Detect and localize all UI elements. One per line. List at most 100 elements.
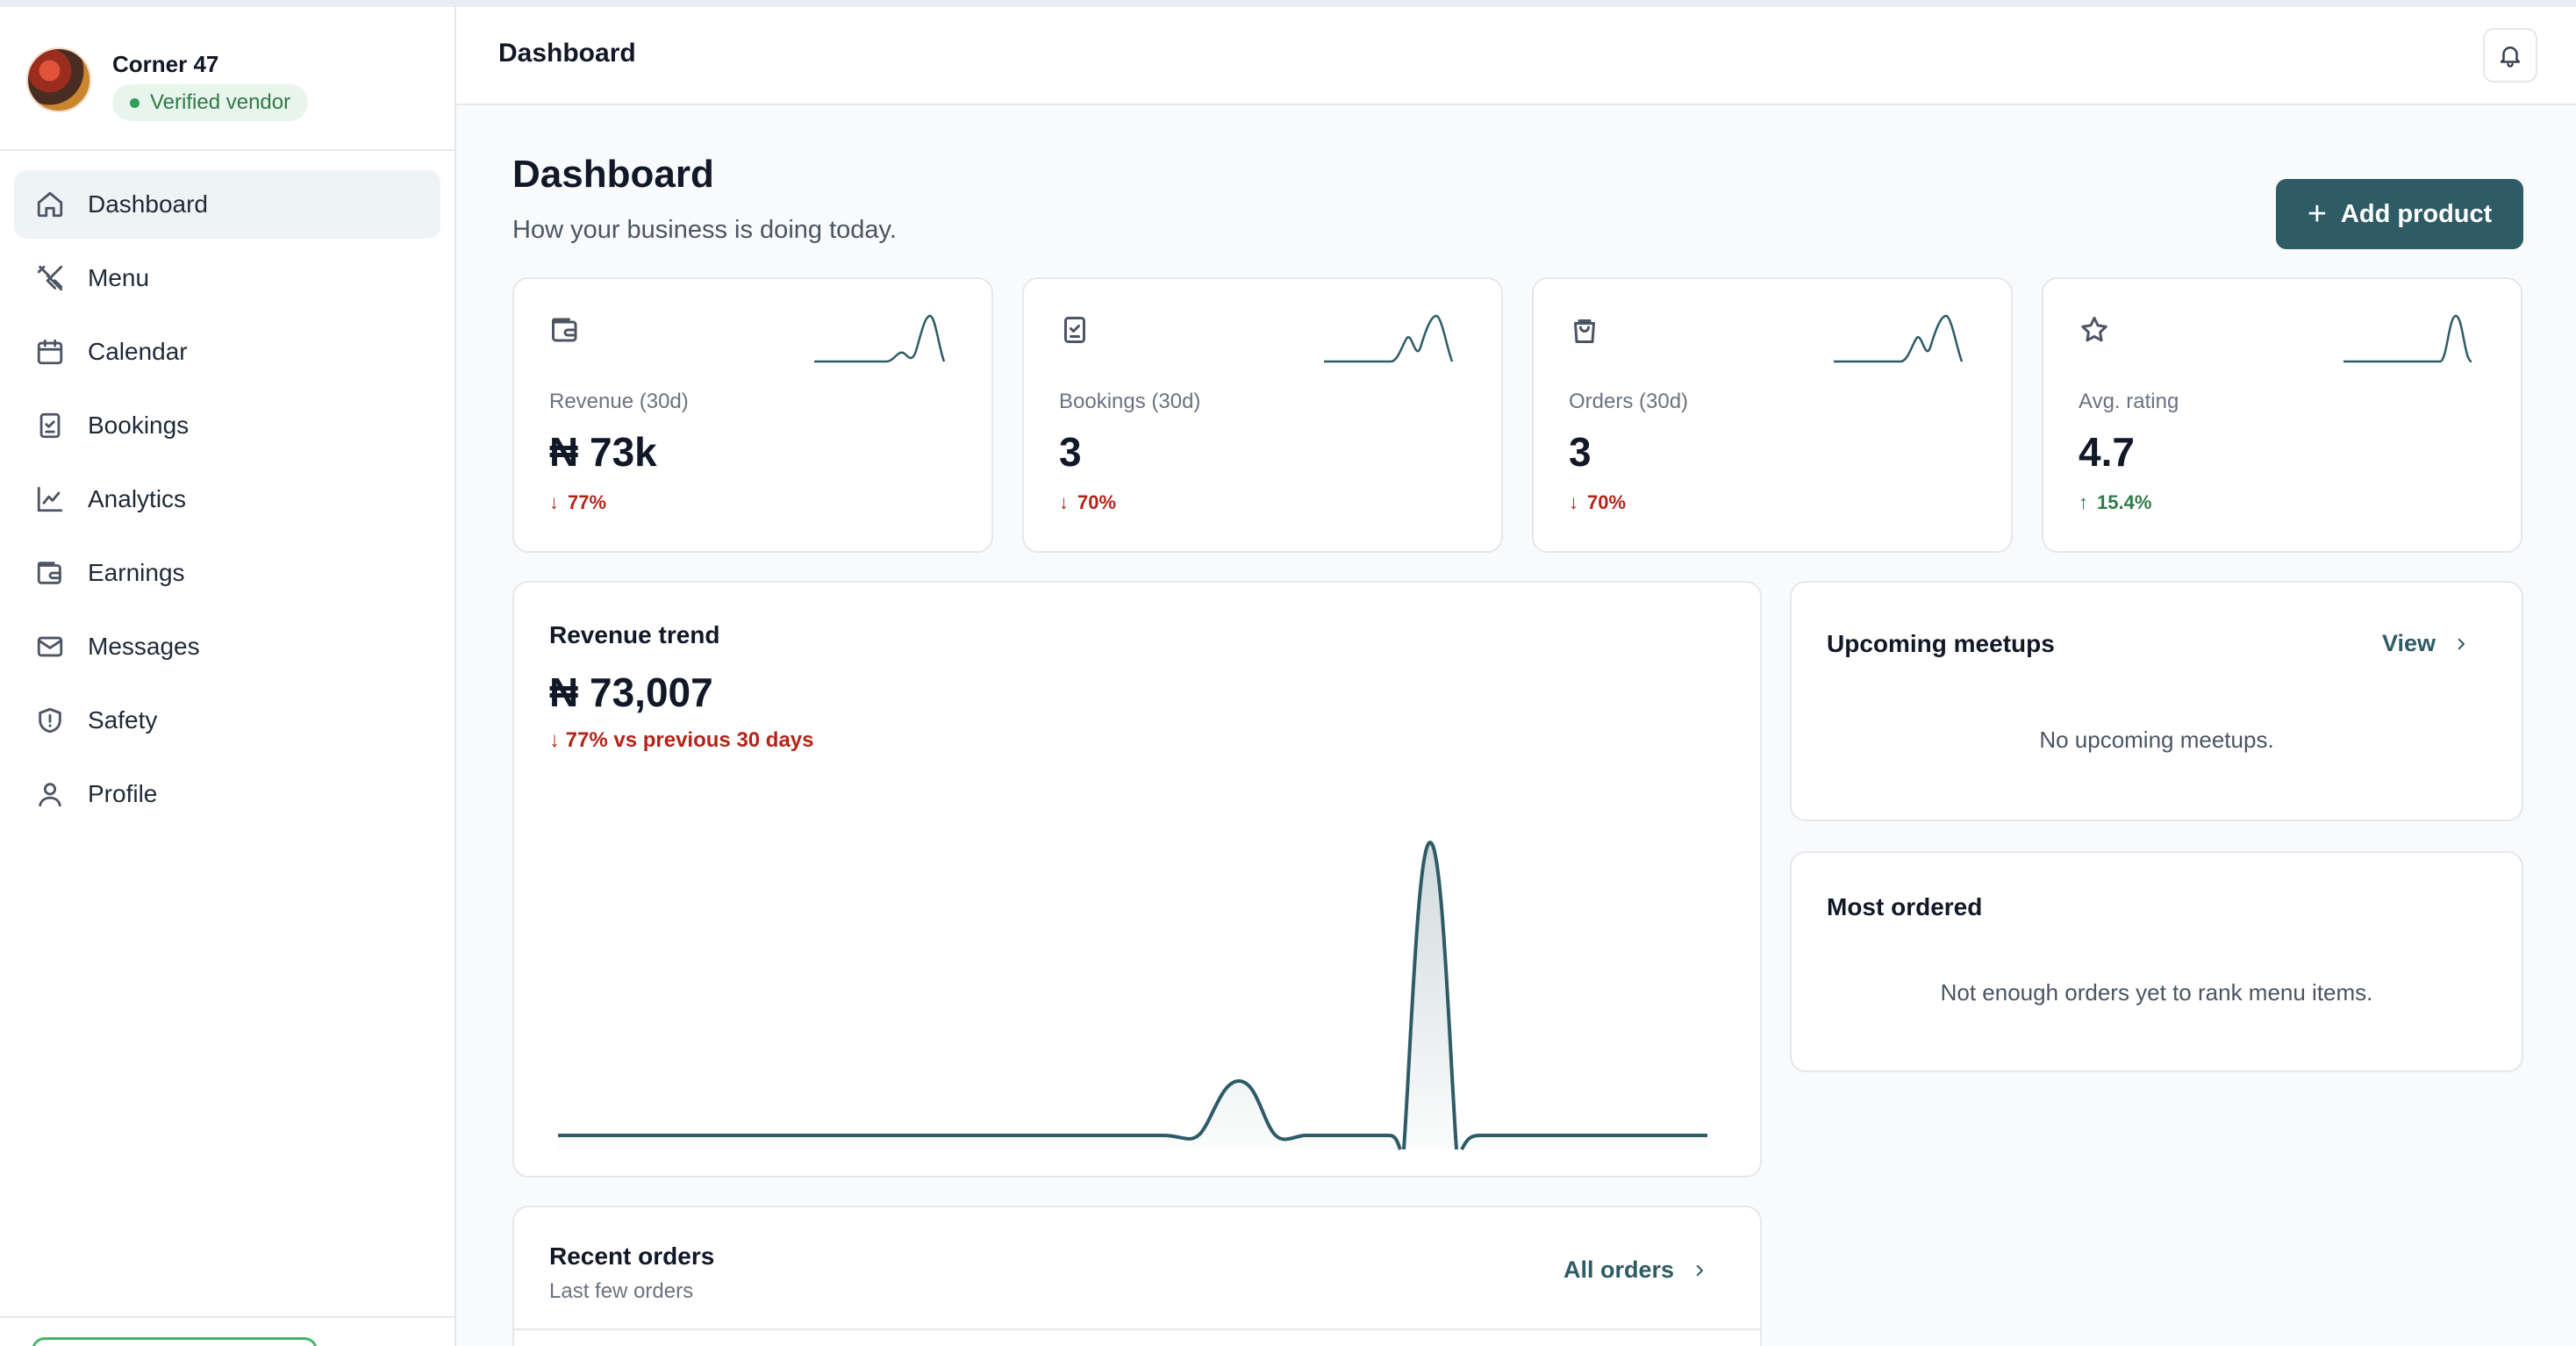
revenue-trend-value: ₦ 73,007: [549, 669, 713, 715]
stat-card-rating: Avg. rating 4.7 ↑ 15.4%: [2042, 277, 2522, 553]
line-chart-icon: [37, 486, 63, 512]
sidebar-item-safety[interactable]: Safety: [14, 686, 440, 755]
vendor-header: Corner 47 Verified vendor: [0, 7, 454, 151]
arrow-up-icon: ↑: [2079, 491, 2088, 513]
upcoming-meetups-title: Upcoming meetups: [1827, 630, 2055, 657]
bell-icon: [2500, 47, 2521, 68]
top-border: [0, 0, 2576, 7]
most-ordered-title: Most ordered: [1827, 893, 1983, 920]
page-title: Dashboard: [512, 153, 714, 196]
divider: [514, 1328, 1760, 1330]
stat-delta: ↓ 77%: [549, 491, 606, 514]
star-icon: [2081, 317, 2107, 342]
sidebar-item-dashboard[interactable]: Dashboard: [14, 170, 440, 239]
most-ordered-empty-state: Not enough orders yet to rank menu items…: [1940, 979, 2373, 1006]
sparkline: [1834, 314, 1964, 363]
recent-orders-subtitle: Last few orders: [549, 1279, 694, 1303]
wallet-icon: [37, 562, 61, 584]
sidebar-item-label: Calendar: [88, 338, 188, 365]
stat-delta: ↓ 70%: [1569, 491, 1626, 514]
sidebar-item-label: Analytics: [88, 485, 187, 512]
verified-badge-label: Verified vendor: [150, 90, 291, 114]
stat-value: 3: [1059, 429, 1082, 475]
stat-delta-value: 15.4%: [2097, 491, 2152, 513]
chevron-right-icon: [1696, 1264, 1703, 1276]
wallet-icon: [552, 318, 577, 342]
sidebar-item-profile[interactable]: Profile: [14, 760, 440, 828]
stat-card-bookings: Bookings (30d) 3 ↓ 70%: [1022, 277, 1503, 553]
user-icon: [39, 783, 61, 807]
stat-label: Bookings (30d): [1059, 390, 1201, 413]
notifications-button[interactable]: [2483, 28, 2537, 82]
arrow-down-icon: ↓: [1569, 491, 1578, 513]
chevron-right-icon: [2458, 638, 2465, 649]
sidebar-item-calendar[interactable]: Calendar: [14, 318, 440, 386]
sidebar-item-label: Messages: [88, 633, 200, 660]
stat-card-revenue: Revenue (30d) ₦ 73k ↓ 77%: [512, 277, 993, 553]
sidebar-nav: Dashboard Menu Calendar Bookings Analyti…: [14, 170, 440, 834]
stat-value: ₦ 73k: [549, 429, 657, 475]
sidebar-item-label: Profile: [88, 780, 158, 807]
sidebar-item-bookings[interactable]: Bookings: [14, 391, 440, 460]
revenue-trend-delta-text: 77% vs previous 30 days: [565, 728, 814, 752]
status-dot-icon: [130, 97, 140, 108]
view-meetups-link[interactable]: View: [2382, 630, 2469, 657]
stat-delta-value: 77%: [568, 491, 607, 513]
sidebar-item-analytics[interactable]: Analytics: [14, 465, 440, 533]
revenue-trend-area: [558, 842, 1707, 1149]
view-meetups-label: View: [2381, 630, 2436, 656]
stat-card-orders: Orders (30d) 3 ↓ 70%: [1532, 277, 2013, 553]
all-orders-label: All orders: [1563, 1257, 1674, 1283]
sidebar-item-label: Dashboard: [88, 190, 208, 218]
stat-delta: ↓ 70%: [1059, 491, 1116, 514]
utensils-icon: [37, 265, 63, 291]
arrow-down-icon: ↓: [549, 491, 559, 513]
recent-orders-card: Recent orders Last few orders All orders: [512, 1206, 1762, 1346]
arrow-down-icon: ↓: [1059, 491, 1069, 513]
sidebar-footer: [0, 1316, 454, 1346]
sparkline: [814, 314, 946, 363]
stat-delta-value: 70%: [1077, 491, 1117, 513]
revenue-trend-line: [558, 841, 1707, 1150]
vendor-avatar[interactable]: [26, 47, 91, 112]
revenue-trend-chart: [558, 841, 1707, 1150]
mail-icon: [37, 636, 63, 657]
sidebar-item-label: Menu: [88, 264, 150, 291]
shopping-bag-icon: [1574, 319, 1595, 343]
shield-alert-icon: [39, 707, 61, 734]
stat-delta: ↑ 15.4%: [2079, 491, 2151, 514]
sidebar-item-menu[interactable]: Menu: [14, 244, 440, 312]
plus-icon: +: [2307, 196, 2327, 233]
most-ordered-card: Most ordered Not enough orders yet to ra…: [1790, 851, 2523, 1072]
sparkline: [1324, 314, 1454, 363]
sidebar-item-label: Earnings: [88, 559, 185, 586]
sparkline: [2343, 314, 2472, 363]
home-icon: [37, 191, 63, 218]
stat-value: 3: [1569, 429, 1592, 475]
sidebar-item-label: Bookings: [88, 412, 190, 439]
stat-label: Avg. rating: [2079, 390, 2179, 413]
topbar-title: Dashboard: [498, 39, 636, 68]
revenue-trend-delta: ↓ 77% vs previous 30 days: [549, 728, 814, 752]
sidebar: Corner 47 Verified vendor Dashboard Menu…: [0, 7, 456, 1346]
stat-label: Revenue (30d): [549, 390, 689, 413]
sidebar-item-label: Safety: [88, 706, 158, 734]
vendor-name: Corner 47: [112, 51, 219, 77]
stat-value: 4.7: [2079, 429, 2135, 475]
clipboard-check-icon: [39, 412, 61, 439]
add-product-button[interactable]: + Add product: [2276, 179, 2523, 249]
footer-button[interactable]: [32, 1337, 318, 1346]
sidebar-item-earnings[interactable]: Earnings: [14, 539, 440, 607]
verified-badge: Verified vendor: [112, 84, 309, 121]
meetups-empty-state: No upcoming meetups.: [2039, 727, 2274, 753]
sidebar-item-messages[interactable]: Messages: [14, 612, 440, 681]
add-product-label: Add product: [2340, 199, 2493, 228]
all-orders-link[interactable]: All orders: [1563, 1257, 1707, 1284]
revenue-trend-title: Revenue trend: [549, 621, 720, 648]
clipboard-check-icon: [1064, 317, 1085, 343]
recent-orders-title: Recent orders: [549, 1242, 715, 1270]
topbar: Dashboard: [456, 7, 2576, 105]
calendar-icon: [37, 339, 63, 365]
upcoming-meetups-card: Upcoming meetups View No upcoming meetup…: [1790, 581, 2523, 821]
page-subtitle: How your business is doing today.: [512, 216, 897, 244]
